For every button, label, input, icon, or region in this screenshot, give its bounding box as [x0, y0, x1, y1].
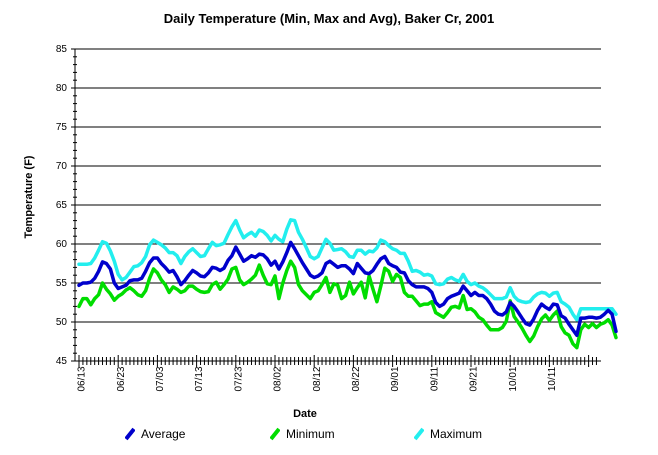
- y-tick-label: 55: [56, 278, 68, 289]
- y-tick-label: 80: [56, 83, 68, 94]
- x-tick-label: 07/23: [233, 366, 244, 391]
- legend-label-maximum: Maximum: [430, 427, 483, 441]
- legend-item-average: Average: [125, 424, 185, 444]
- series-line-maximum: [77, 218, 618, 322]
- x-tick-label: 09/11: [429, 366, 440, 391]
- series-line-average: [77, 240, 618, 338]
- legend-swatch-minimum: [270, 427, 280, 441]
- x-tick-label: 08/12: [312, 366, 323, 391]
- y-tick-label: 45: [56, 356, 68, 367]
- x-tick-label: 09/01: [390, 366, 401, 391]
- legend-label-average: Average: [141, 427, 186, 441]
- legend-swatch-average: [125, 427, 135, 441]
- y-tick-label: 50: [56, 317, 68, 328]
- legend-item-minimum: Minimum: [270, 424, 335, 444]
- x-tick-label: 07/03: [155, 366, 166, 391]
- y-tick-label: 65: [56, 200, 68, 211]
- legend-swatch-maximum: [414, 427, 424, 441]
- y-tick-label: 70: [56, 161, 68, 172]
- x-tick-label: 09/21: [469, 366, 480, 391]
- y-tick-label: 60: [56, 239, 68, 250]
- legend-item-maximum: Maximum: [414, 424, 482, 444]
- x-tick-label: 07/13: [194, 366, 205, 391]
- x-axis-label: Date: [293, 408, 317, 420]
- chart-title: Daily Temperature (Min, Max and Avg), Ba…: [163, 11, 495, 26]
- series-line-minimum: [77, 259, 618, 350]
- x-tick-label: 06/23: [116, 366, 127, 391]
- x-tick-label: 08/22: [351, 366, 362, 391]
- legend: Average Minimum Maximum: [0, 424, 658, 444]
- y-tick-label: 85: [56, 44, 68, 55]
- x-tick-label: 10/11: [547, 366, 558, 391]
- y-tick-label: 75: [56, 122, 68, 133]
- legend-label-minimum: Minimum: [286, 427, 335, 441]
- x-tick-label: 06/13: [77, 366, 88, 391]
- x-tick-label: 10/01: [508, 366, 519, 391]
- x-tick-label: 08/02: [273, 366, 284, 391]
